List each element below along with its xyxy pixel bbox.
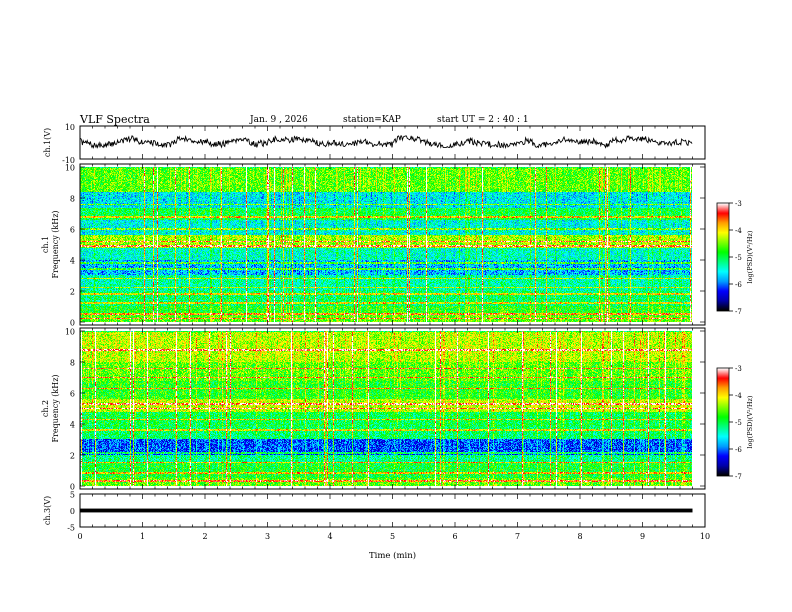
x-tick-label: 5 — [390, 532, 395, 541]
station-label: station=KAP — [343, 115, 401, 125]
figure-title: VLF Spectra — [80, 113, 150, 126]
ch1-colorbar-tick-label: -4 — [735, 227, 742, 235]
ch2-frequency-label: Frequency (kHz) — [51, 374, 60, 442]
ch1-y-tick-label: 2 — [70, 288, 75, 297]
x-tick-label: 1 — [140, 532, 145, 541]
ch1-y-tick-label: 10 — [65, 123, 75, 132]
ch2-y-tick-label: 2 — [70, 452, 75, 461]
ch2-colorbar-tick-label: -4 — [735, 392, 742, 400]
ch1-colorbar-tick-label: -7 — [735, 308, 742, 316]
x-tick-label: 8 — [577, 532, 582, 541]
ch2-y-tick-label: 4 — [70, 421, 75, 430]
ch3-y-tick-label: 0 — [70, 507, 75, 516]
ch1-colorbar-tick-label: -3 — [735, 200, 742, 208]
ch1-colorbar-frame — [716, 202, 730, 312]
panel-frame — [79, 163, 706, 326]
ch1-spectrogram — [80, 167, 692, 322]
ch1-colorbar-label: log(PSD)(V²/Hz) — [746, 230, 754, 283]
ch2-colorbar-label: log(PSD)(V²/Hz) — [746, 395, 754, 448]
panel-frame — [79, 327, 706, 490]
ch2-channel-label: ch.2 — [41, 400, 50, 417]
start-time-label: start UT = 2 : 40 : 1 — [437, 115, 529, 125]
ch1-y-tick-label: 4 — [70, 257, 75, 266]
ch1-y-tick-label: -10 — [62, 156, 75, 165]
ch1-y-label: ch.1(V) — [43, 128, 52, 157]
x-tick-label: 4 — [327, 532, 332, 541]
ch3-y-label: ch.3(V) — [43, 496, 52, 525]
ch2-colorbar-tick-label: -3 — [735, 365, 742, 373]
x-tick-label: 3 — [265, 532, 270, 541]
x-tick-label: 6 — [452, 532, 457, 541]
ch1-y-tick-label: 6 — [70, 226, 75, 235]
x-tick-label: 0 — [77, 532, 82, 541]
x-tick-label: 9 — [640, 532, 645, 541]
ch3-y-tick-label: 5 — [70, 491, 75, 500]
ch2-colorbar-tick-label: -7 — [735, 473, 742, 481]
ch2-spectrogram — [80, 331, 692, 486]
ch1-colorbar-tick-label: -6 — [735, 281, 742, 289]
x-tick-label: 2 — [202, 532, 207, 541]
ch3-waveform-trace — [80, 508, 693, 513]
ch1-channel-label: ch.1 — [41, 236, 50, 253]
ch2-colorbar — [717, 368, 729, 476]
ch2-colorbar-tick-label: -5 — [735, 419, 742, 427]
ch2-colorbar-tick-label: -6 — [735, 446, 742, 454]
date-label: Jan. 9 , 2026 — [250, 115, 308, 125]
ch1-colorbar-tick-label: -5 — [735, 254, 742, 262]
x-axis-label: Time (min) — [369, 550, 416, 561]
ch3-y-tick-label: -5 — [67, 524, 75, 533]
ch1-frequency-label: Frequency (kHz) — [51, 210, 60, 278]
x-tick-label: 7 — [515, 532, 520, 541]
ch2-y-tick-label: 8 — [70, 359, 75, 368]
ch2-colorbar-frame — [716, 367, 730, 477]
ch1-y-tick-label: 8 — [70, 195, 75, 204]
ch2-y-tick-label: 10 — [65, 328, 75, 337]
ch2-y-tick-label: 6 — [70, 390, 75, 399]
ch1-waveform-line — [79, 134, 693, 150]
ch1-y-tick-label: 0 — [70, 319, 75, 328]
ch2-y-tick-label: 0 — [70, 483, 75, 492]
ch1-colorbar — [717, 203, 729, 311]
x-tick-label: 10 — [700, 532, 710, 541]
ch1-y-tick-label: 10 — [65, 164, 75, 173]
